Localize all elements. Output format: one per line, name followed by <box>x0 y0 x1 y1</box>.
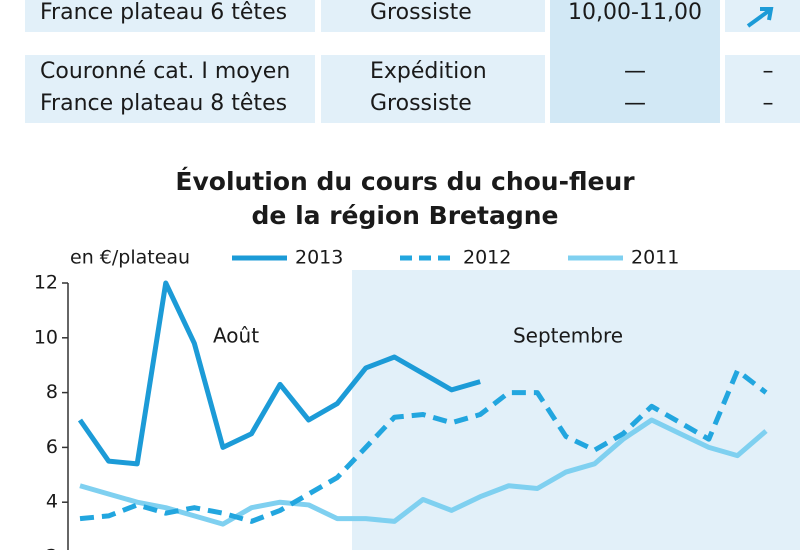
table-cell: Grossiste <box>370 0 472 25</box>
y-tick-label: 10 <box>34 326 58 348</box>
annotation: Septembre <box>513 324 623 348</box>
y-tick-label: 8 <box>46 381 58 403</box>
y-axis-label: en €/plateau <box>70 247 190 269</box>
series-line <box>79 368 768 524</box>
y-tick-label: 12 <box>34 272 58 294</box>
trend-up-icon <box>746 6 774 28</box>
table-cell: — <box>624 59 646 84</box>
row-bg <box>25 55 545 123</box>
legend-label: 2013 <box>295 247 343 269</box>
col-sep <box>315 0 321 123</box>
table-cell: Expédition <box>370 59 487 84</box>
chart-title: Évolution du cours du chou-fleur <box>175 167 635 196</box>
table-cell: — <box>624 91 646 116</box>
series-line <box>79 417 768 527</box>
table-cell: France plateau 8 têtes <box>40 91 287 116</box>
row-bg <box>725 55 800 123</box>
y-tick-label: 6 <box>46 436 58 458</box>
y-tick-label: 2 <box>46 546 58 550</box>
row-bg <box>25 0 545 32</box>
annotation: Août <box>213 324 259 348</box>
chart-title: de la région Bretagne <box>252 201 559 230</box>
series-line <box>77 280 481 467</box>
table-cell: 10,00-11,00 <box>568 0 702 25</box>
table-cell: Couronné cat. I moyen <box>40 59 290 84</box>
table-cell: Grossiste <box>370 91 472 116</box>
gap <box>0 130 800 140</box>
september-band <box>352 270 800 550</box>
price-col <box>550 0 720 123</box>
table-cell: – <box>763 59 774 84</box>
legend-label: 2012 <box>463 247 511 269</box>
table-cell: France plateau 6 têtes <box>40 0 287 25</box>
legend-label: 2011 <box>631 247 679 269</box>
table-cell: – <box>763 91 774 116</box>
y-tick-label: 4 <box>46 491 58 513</box>
